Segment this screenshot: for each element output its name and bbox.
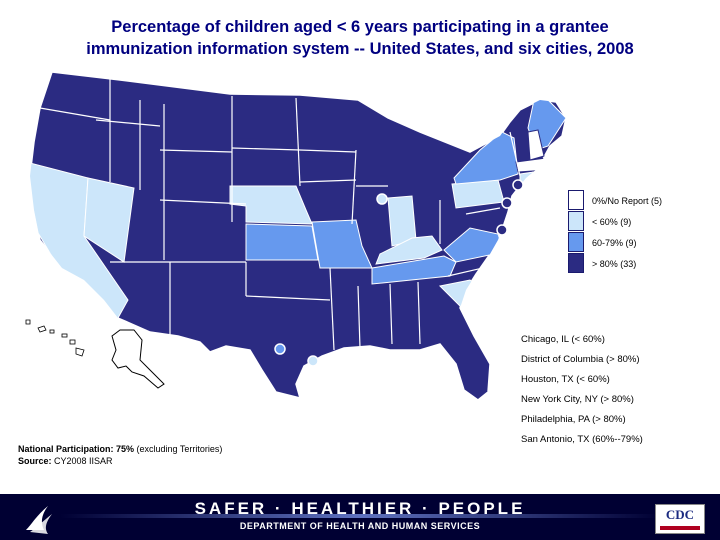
legend-label: > 80% (33) xyxy=(592,259,637,269)
legend-label: 60-79% (9) xyxy=(592,238,637,248)
legend-swatch xyxy=(568,190,584,210)
state-kansas xyxy=(245,223,319,261)
us-map xyxy=(25,71,567,401)
marker-new-york-city xyxy=(512,179,524,191)
state-tennessee xyxy=(371,255,457,285)
source-line: Source: CY2008 IISAR xyxy=(18,455,222,467)
state-kentucky xyxy=(375,235,443,265)
city-item: Philadelphia, PA (> 80%) xyxy=(521,414,626,425)
city-item: District of Columbia (> 80%) xyxy=(521,354,640,365)
state-new-hampshire xyxy=(527,129,545,161)
title-line-1: Percentage of children aged < 6 years pa… xyxy=(111,18,609,36)
title-line-2: immunization information system -- Unite… xyxy=(86,40,634,58)
banner-light-streak xyxy=(0,494,720,540)
chart-title: Percentage of children aged < 6 years pa… xyxy=(0,16,720,60)
city-item: New York City, NY (> 80%) xyxy=(521,394,634,405)
state-missouri xyxy=(311,219,373,269)
state-nebraska xyxy=(229,185,313,225)
cdc-logo-text: CDC xyxy=(665,507,695,522)
legend-swatch xyxy=(568,211,584,231)
state-rhode-island xyxy=(535,171,543,181)
legend-label: < 60% (9) xyxy=(592,217,632,227)
participation-label: National Participation: 75% xyxy=(18,444,135,454)
alaska-islands xyxy=(25,319,47,333)
cdc-logo: CDC xyxy=(655,504,705,534)
marker-san-antonio xyxy=(274,343,286,355)
state-borders xyxy=(39,76,521,351)
hawaii-outline xyxy=(49,329,85,357)
source-label: Source: xyxy=(18,456,52,466)
city-item: Chicago, IL (< 60%) xyxy=(521,334,605,345)
banner-subtitle: DEPARTMENT OF HEALTH AND HUMAN SERVICES xyxy=(239,521,481,531)
hhs-banner: SAFER · HEALTHIER · PEOPLE DEPARTMENT OF… xyxy=(0,494,720,540)
city-item: Houston, TX (< 60%) xyxy=(521,374,610,385)
alaska-outline xyxy=(111,329,165,389)
participation-note: (excluding Territories) xyxy=(134,444,223,454)
marker-houston xyxy=(307,355,319,367)
city-item: San Antonio, TX (60%--79%) xyxy=(521,434,643,445)
legend-label: 0%/No Report (5) xyxy=(592,196,663,206)
city-list: Chicago, IL (< 60%) District of Columbia… xyxy=(521,333,643,453)
banner-title: SAFER · HEALTHIER · PEOPLE xyxy=(194,499,526,518)
marker-philadelphia xyxy=(501,197,513,209)
footnote: National Participation: 75% (excluding T… xyxy=(18,443,222,467)
source-value: CY2008 IISAR xyxy=(51,456,113,466)
hhs-eagle-logo xyxy=(26,506,52,534)
legend-swatch xyxy=(568,232,584,252)
marker-chicago xyxy=(376,193,388,205)
legend-swatch xyxy=(568,253,584,273)
national-participation: National Participation: 75% (excluding T… xyxy=(18,443,222,455)
marker-dc xyxy=(496,224,508,236)
cdc-logo-bar xyxy=(660,526,700,530)
